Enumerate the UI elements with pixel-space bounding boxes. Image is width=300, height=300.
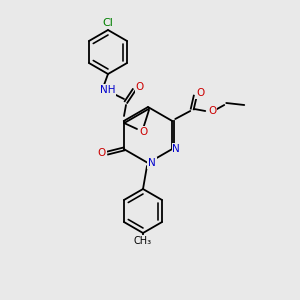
Text: N: N: [172, 144, 180, 154]
Text: Cl: Cl: [103, 18, 113, 28]
Text: CH₃: CH₃: [134, 236, 152, 246]
Text: O: O: [196, 88, 204, 98]
Text: O: O: [139, 127, 147, 137]
Text: N: N: [148, 158, 156, 168]
Text: O: O: [208, 106, 216, 116]
Text: NH: NH: [100, 85, 116, 95]
Text: O: O: [98, 148, 106, 158]
Text: O: O: [136, 82, 144, 92]
